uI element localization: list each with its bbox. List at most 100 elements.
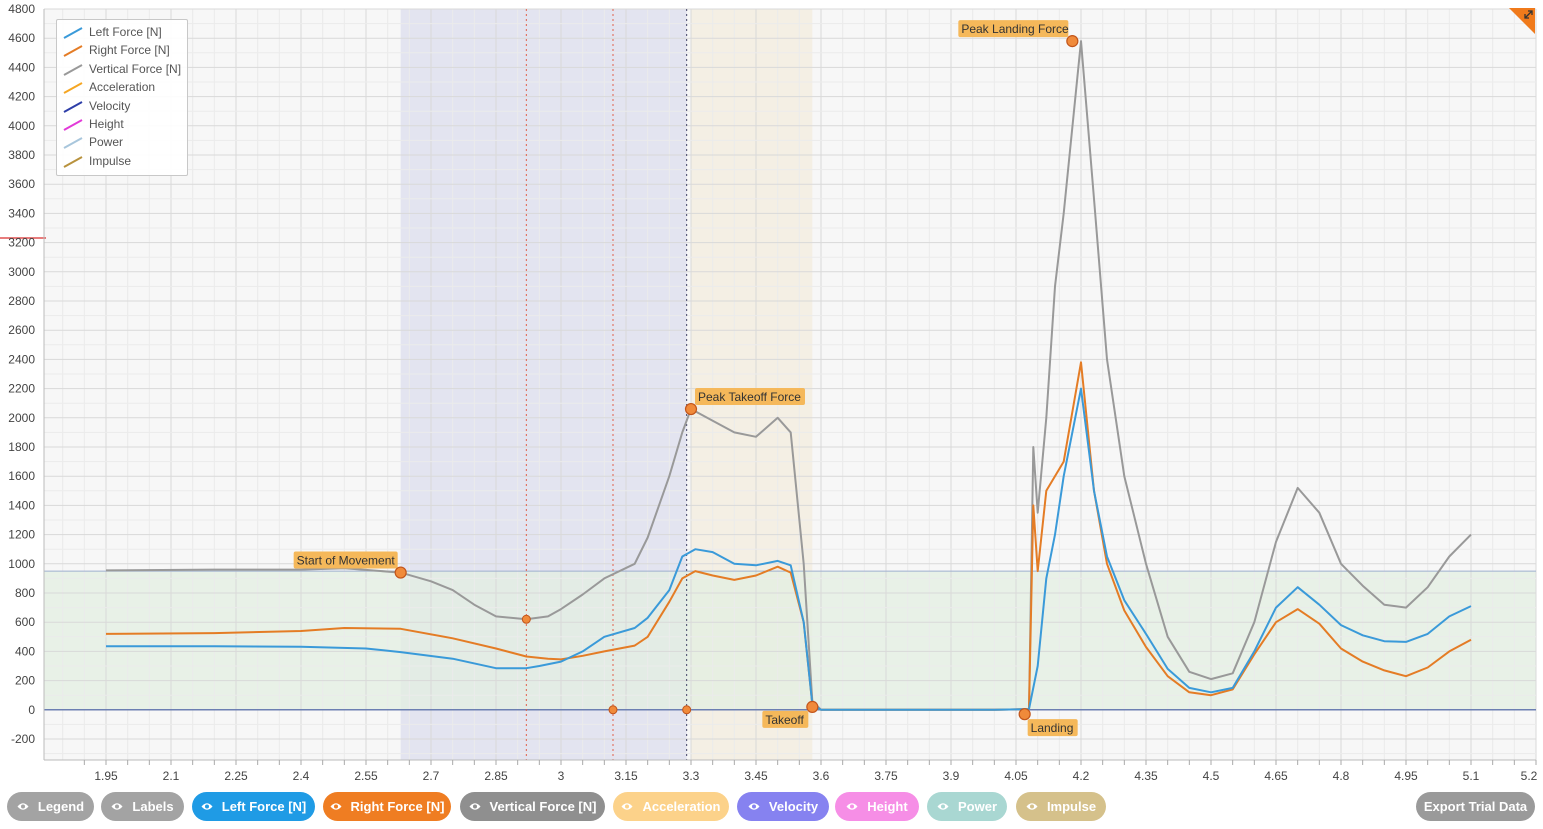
- y-tick-label: 3400: [8, 206, 35, 220]
- x-tick-label: 2.1: [163, 769, 180, 783]
- legend-label: Left Force [N]: [89, 25, 162, 39]
- y-tick-label: 4200: [8, 90, 35, 104]
- toggle-legend-button[interactable]: Legend: [7, 792, 94, 821]
- x-tick-label: 4.65: [1264, 769, 1288, 783]
- toggle-label: Power: [957, 799, 997, 814]
- legend-item: Impulse: [63, 152, 131, 170]
- y-tick-label: 400: [15, 644, 35, 658]
- export-trial-data-button[interactable]: Export Trial Data: [1416, 792, 1535, 821]
- eye-icon: [748, 802, 760, 811]
- x-tick-label: 3.75: [874, 769, 898, 783]
- legend-item: Acceleration: [63, 78, 155, 96]
- annotation-landing: Landing: [1018, 708, 1078, 737]
- toggle-height-button[interactable]: Height: [835, 792, 919, 821]
- toggle-impulse-button[interactable]: Impulse: [1016, 792, 1106, 821]
- eye-icon: [1026, 802, 1038, 811]
- legend-label: Velocity: [89, 98, 131, 113]
- toggle-label: Legend: [37, 799, 85, 814]
- y-tick-label: 4800: [8, 2, 35, 16]
- y-tick-label: 3800: [8, 148, 35, 162]
- y-tick-label: 2200: [8, 382, 35, 396]
- toggle-power-button[interactable]: Power: [927, 792, 1007, 821]
- annotation-peak-landing-force: Peak Landing Force: [958, 20, 1079, 48]
- phase-marker-point: [521, 614, 531, 624]
- x-tick-label: 3.6: [813, 769, 830, 783]
- y-tick-label: 4000: [8, 119, 35, 133]
- legend-swatch: [63, 155, 83, 168]
- annotation-marker: [1018, 708, 1031, 721]
- y-tick-label: 4400: [8, 60, 35, 74]
- x-tick-label: 2.4: [293, 769, 310, 783]
- toggle-label: Vertical Force [N]: [489, 799, 597, 814]
- annotation-label: Peak Landing Force: [961, 22, 1069, 36]
- legend-item: Power: [63, 133, 123, 151]
- x-tick-label: 4.95: [1394, 769, 1418, 783]
- x-tick-label: 2.25: [224, 769, 248, 783]
- toggle-left-force-n-button[interactable]: Left Force [N]: [192, 792, 315, 821]
- y-tick-label: 2400: [8, 352, 35, 366]
- x-tick-label: 3: [558, 769, 565, 783]
- toggle-label: Velocity: [768, 799, 819, 814]
- annotation-peak-takeoff-force: Peak Takeoff Force: [684, 388, 805, 416]
- y-tick-label: 1600: [8, 469, 35, 483]
- expand-icon[interactable]: [1509, 8, 1535, 34]
- legend-swatch: [63, 100, 83, 113]
- toggle-vertical-force-n-button[interactable]: Vertical Force [N]: [460, 792, 605, 821]
- annotation-label-bg: [1027, 719, 1078, 737]
- y-tick-label: 1400: [8, 498, 35, 512]
- toggle-velocity-button[interactable]: Velocity: [737, 792, 829, 821]
- legend-label: Acceleration: [89, 80, 156, 95]
- eye-icon: [621, 802, 633, 811]
- annotation-label-bg: [762, 710, 809, 728]
- eye-icon: [201, 802, 213, 811]
- chart-legend: Left Force [N] Right Force [N] Vertical Fo…: [56, 19, 188, 176]
- toggle-label: Labels: [132, 799, 174, 814]
- chart-area: 4800 4600 4400 4200 4000 3800 3600 3400 3200 3000…: [0, 0, 1543, 786]
- annotation-label: Start of Movement: [297, 554, 396, 568]
- y-tick-label: 2600: [8, 323, 35, 337]
- x-tick-label: 4.8: [1333, 769, 1350, 783]
- toggle-label: Acceleration: [642, 799, 721, 814]
- annotation-takeoff: Takeoff: [762, 700, 819, 728]
- x-tick-label: 3.45: [744, 769, 768, 783]
- y-tick-label: 600: [15, 615, 35, 629]
- annotation-label: Peak Takeoff Force: [698, 390, 801, 404]
- legend-item: Height: [63, 115, 124, 133]
- y-tick-label: 3200: [8, 236, 35, 250]
- eye-icon: [846, 802, 858, 811]
- annotation-marker: [394, 566, 407, 579]
- x-tick-label: 2.7: [423, 769, 440, 783]
- legend-item: Velocity: [63, 97, 130, 115]
- annotation-label: Landing: [1031, 721, 1074, 735]
- annotation-marker: [1066, 35, 1079, 48]
- y-tick-label: 2800: [8, 294, 35, 308]
- legend-item: Vertical Force [N]: [63, 60, 181, 78]
- toggle-right-force-n-button[interactable]: Right Force [N]: [323, 792, 451, 821]
- toggle-labels-button[interactable]: Labels: [101, 792, 184, 821]
- y-tick-label: 1000: [8, 557, 35, 571]
- x-tick-label: 2.85: [484, 769, 508, 783]
- toggle-label: Impulse: [1046, 799, 1097, 814]
- x-tick-label: 4.35: [1134, 769, 1158, 783]
- annotation-label-bg: [695, 388, 805, 406]
- legend-swatch: [63, 44, 83, 58]
- x-tick-label: 3.15: [614, 769, 638, 783]
- shaded-band-2: [44, 571, 1536, 710]
- eye-icon: [469, 802, 481, 811]
- eye-icon: [111, 802, 123, 811]
- annotation-marker: [684, 402, 698, 416]
- x-tick-label: 2.55: [354, 769, 378, 783]
- annotation-marker: [806, 700, 819, 713]
- y-tick-label: 0: [28, 703, 35, 717]
- x-tick-label: 5.2: [1521, 769, 1538, 783]
- x-tick-label: 5.1: [1463, 769, 1480, 783]
- toggle-acceleration-button[interactable]: Acceleration: [613, 792, 729, 821]
- force-time-chart[interactable]: 4800460044004200400038003600340032003000…: [0, 0, 1543, 786]
- legend-label: Power: [89, 135, 124, 150]
- toggle-label: Right Force [N]: [350, 799, 445, 814]
- toggle-label: Height: [867, 799, 908, 814]
- x-tick-label: 4.2: [1073, 769, 1090, 783]
- legend-item: Right Force [N]: [63, 41, 170, 59]
- y-tick-label: 3000: [8, 265, 35, 279]
- phase-marker-point: [608, 705, 618, 715]
